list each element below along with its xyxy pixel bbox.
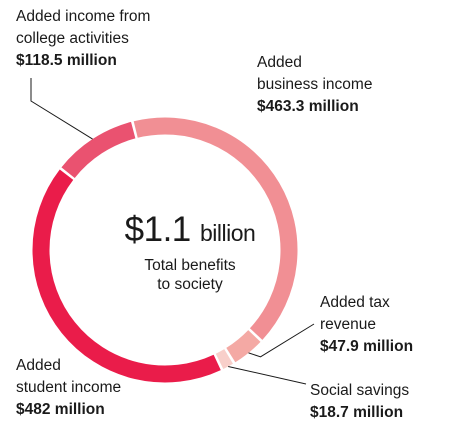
slice-value: $482 million <box>16 401 105 418</box>
donut-slice-college <box>61 121 136 179</box>
slice-label-line: Added tax <box>320 294 390 311</box>
slice-label-line: Social savings <box>310 382 410 399</box>
total-caption-line: to society <box>157 276 223 293</box>
slice-label-line: college activities <box>16 30 129 47</box>
donut-slice-social <box>215 349 233 369</box>
slice-label-line: Added <box>257 54 302 71</box>
total-unit: billion <box>200 220 256 246</box>
slice-label-tax: Added tax revenue $47.9 million <box>320 292 413 358</box>
total-caption: Total benefits to society <box>80 256 300 294</box>
total-amount-line: $1.1 billion <box>80 210 300 253</box>
slice-label-line: business income <box>257 76 373 93</box>
slice-value: $463.3 million <box>257 98 359 115</box>
donut-slice-business <box>133 117 298 340</box>
leader-line-tax <box>248 323 315 358</box>
slice-label-college: Added income from college activities $11… <box>16 6 150 72</box>
slice-label-social: Social savings $18.7 million <box>310 380 409 424</box>
donut-slice-tax <box>226 329 261 363</box>
leader-line-college <box>30 78 93 140</box>
slice-label-line: Added <box>16 357 61 374</box>
slice-value: $18.7 million <box>310 404 404 421</box>
slice-label-student: Added student income $482 million <box>16 355 121 421</box>
slice-value: $118.5 million <box>16 52 117 69</box>
slice-label-line: revenue <box>320 316 377 333</box>
slice-label-line: Added income from <box>16 8 151 25</box>
leader-lines <box>30 78 315 385</box>
total-caption-line: Total benefits <box>144 257 236 274</box>
donut-slice-student <box>32 169 221 383</box>
donut-ring <box>32 117 298 383</box>
center-total: $1.1 billion Total benefits to society <box>80 210 300 294</box>
slice-label-line: student income <box>16 379 122 396</box>
slice-value: $47.9 million <box>320 338 414 355</box>
leader-line-social <box>228 365 307 385</box>
total-amount: $1.1 <box>124 210 192 249</box>
slice-label-business: Added business income $463.3 million <box>257 52 372 118</box>
